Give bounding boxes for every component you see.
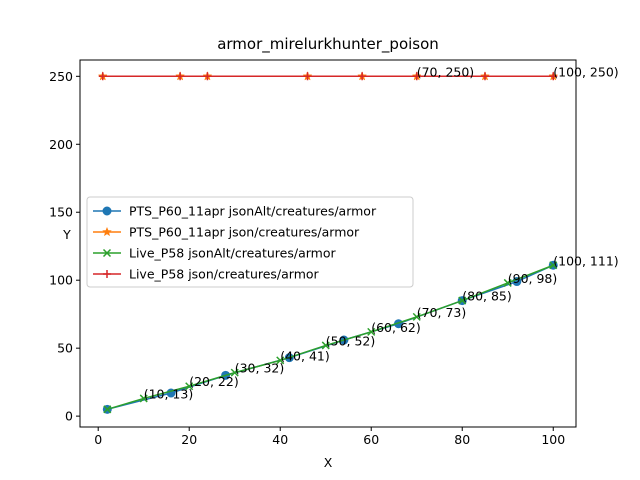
y-tick-label: 0: [65, 409, 73, 424]
legend-entry: Live_P58 jsonAlt/creatures/armor: [93, 246, 336, 261]
x-tick-label: 40: [272, 432, 288, 447]
legend-entry: PTS_P60_11apr json/creatures/armor: [93, 225, 360, 240]
y-tick-label: 150: [49, 205, 73, 220]
x-tick-label: 20: [181, 432, 197, 447]
x-tick-label: 100: [541, 432, 565, 447]
series-4-point: [412, 72, 421, 81]
legend-label: Live_P58 json/creatures/armor: [129, 267, 320, 282]
legend-marker: [102, 248, 112, 258]
x-tick-label: 60: [363, 432, 379, 447]
axes-frame: [79, 59, 577, 428]
data-label: (60, 62): [371, 320, 421, 335]
series-3-point: [412, 312, 421, 321]
data-label: (40, 41): [280, 348, 330, 363]
y-tick-label: 250: [49, 69, 73, 84]
series-3: [103, 261, 558, 414]
y-tick-label: 50: [57, 341, 73, 356]
series-4-point: [98, 72, 107, 81]
series-3-point: [185, 382, 194, 391]
series-3-point: [549, 261, 558, 270]
series-3-point: [458, 296, 467, 305]
series-3-point: [321, 341, 330, 350]
legend-entry: Live_P58 json/creatures/armor: [93, 267, 320, 282]
series-3-point: [367, 327, 376, 336]
series-3-point: [139, 394, 148, 403]
series-4-point: [358, 72, 367, 81]
data-label: (10, 13): [144, 386, 194, 401]
data-label: (30, 32): [235, 361, 285, 376]
data-label: (70, 73): [417, 305, 467, 320]
legend-label: PTS_P60_11apr jsonAlt/creatures/armor: [129, 204, 377, 219]
data-label: (50, 52): [326, 333, 376, 348]
data-label: (90, 98): [508, 271, 558, 286]
series-4-point: [176, 72, 185, 81]
series-4-point: [203, 72, 212, 81]
legend-entry: PTS_P60_11apr jsonAlt/creatures/armor: [93, 204, 377, 219]
legend-marker: [102, 206, 112, 216]
series-3-point: [276, 356, 285, 365]
legend: PTS_P60_11apr jsonAlt/creatures/armor PTS…: [86, 196, 414, 288]
series-4-point: [549, 72, 558, 81]
plot-area: (10, 13)(20, 22)(30, 32)(40, 41)(50, 52)…: [97, 64, 619, 414]
legend-marker: [102, 226, 112, 237]
series-3-point: [103, 405, 112, 414]
x-tick-label: 0: [94, 432, 102, 447]
legend-marker: [103, 270, 111, 278]
chart-title: armor_mirelurkhunter_poison: [217, 35, 439, 54]
data-label: (100, 250): [553, 64, 618, 79]
x-axis-title: X: [324, 455, 333, 470]
y-axis-title: Y: [62, 227, 71, 242]
data-label: (100, 111): [553, 253, 618, 268]
y-tick-label: 100: [49, 273, 73, 288]
series-3-point: [230, 368, 239, 377]
legend-box: [86, 196, 414, 288]
legend-label: PTS_P60_11apr json/creatures/armor: [129, 225, 360, 240]
y-tick-label: 200: [49, 137, 73, 152]
axes: 0 20 40 60 80 100 0 50 100 150 200 250: [49, 59, 577, 447]
data-label: (20, 22): [189, 374, 239, 389]
legend-label: Live_P58 jsonAlt/creatures/armor: [129, 246, 336, 261]
data-label: (80, 85): [462, 289, 512, 304]
series-3-point: [503, 278, 512, 287]
x-tick-label: 80: [454, 432, 470, 447]
series-4-point: [303, 72, 312, 81]
data-label: (70, 250): [417, 64, 474, 79]
series-4: [98, 72, 558, 81]
series-4-point: [480, 72, 489, 81]
